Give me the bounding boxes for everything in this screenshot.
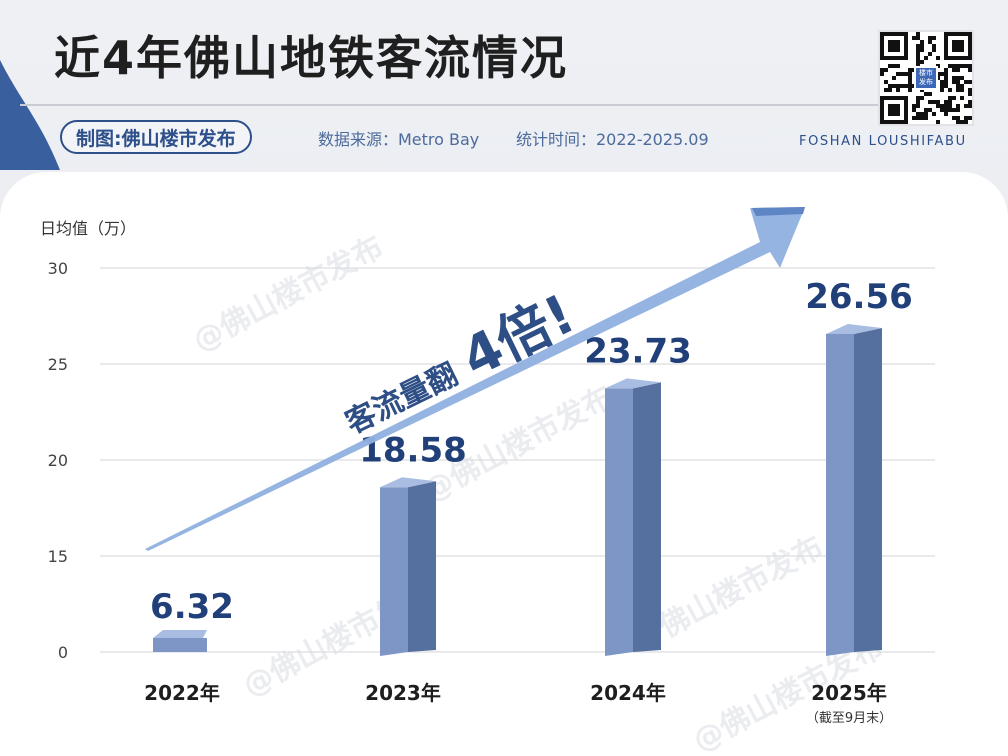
qr-center-text: 楼市 发布: [919, 69, 933, 86]
y-tick-label: 15: [48, 547, 68, 566]
title-divider: [20, 104, 910, 106]
bar-2025年: [826, 324, 882, 656]
bar-top: [605, 378, 661, 389]
chart-card: 日均值（万） 0 15 20 25 30 @佛山楼市发布 @佛山楼市发布 @佛山楼市发布 @佛山楼…: [0, 172, 1008, 756]
credit-badge: 制图:佛山楼市发布: [60, 120, 252, 154]
page-title: 近4年佛山地铁客流情况: [54, 31, 569, 85]
bar-2022年: [153, 630, 207, 652]
x-tick-label: 2023年: [365, 681, 441, 705]
bar-2024年: [605, 378, 661, 656]
y-tick-label: 30: [48, 259, 68, 278]
x-tick-label: 2025年: [811, 681, 887, 705]
y-tick-label: 0: [58, 643, 68, 662]
bar-side: [633, 382, 661, 652]
y-tick-label: 25: [48, 355, 68, 374]
bar-front: [605, 388, 633, 656]
bar-front: [153, 638, 207, 652]
qr-center-logo: 楼市 发布: [914, 66, 938, 90]
bar-front: [380, 487, 408, 656]
x-tick-label: 2022年: [144, 681, 220, 705]
growth-arrow: [145, 207, 805, 551]
watermark-text: @佛山楼市发布: [187, 230, 389, 359]
growth-arrow-head-edge: [752, 207, 805, 216]
value-label: 6.32: [150, 587, 234, 627]
qr-code-icon[interactable]: 楼市 发布: [880, 32, 972, 124]
x-tick-note: （截至9月末）: [806, 711, 892, 726]
statistics-period-text: 统计时间：2022-2025.09: [516, 130, 709, 149]
arrow-annotation-emphasis: 4倍!: [452, 282, 584, 390]
y-tick-label: 20: [48, 451, 68, 470]
qr-code-pattern: [880, 32, 972, 124]
bar-top: [826, 324, 882, 335]
value-label: 26.56: [805, 277, 913, 317]
x-tick-label: 2024年: [590, 681, 666, 705]
bar-side: [408, 481, 436, 652]
bar-side: [854, 328, 882, 652]
bar-2023年: [380, 477, 436, 656]
brand-english-name: FOSHAN LOUSHIFABU: [799, 134, 967, 149]
bar-top: [153, 630, 207, 638]
bar-top: [380, 477, 436, 488]
data-source-text: 数据来源：Metro Bay: [318, 130, 480, 149]
growth-arrow-shape: [145, 207, 805, 551]
y-axis-label: 日均值（万）: [40, 219, 136, 238]
value-label: 23.73: [584, 331, 692, 371]
bar-front: [826, 334, 854, 656]
corner-wave-decoration: [0, 60, 60, 170]
